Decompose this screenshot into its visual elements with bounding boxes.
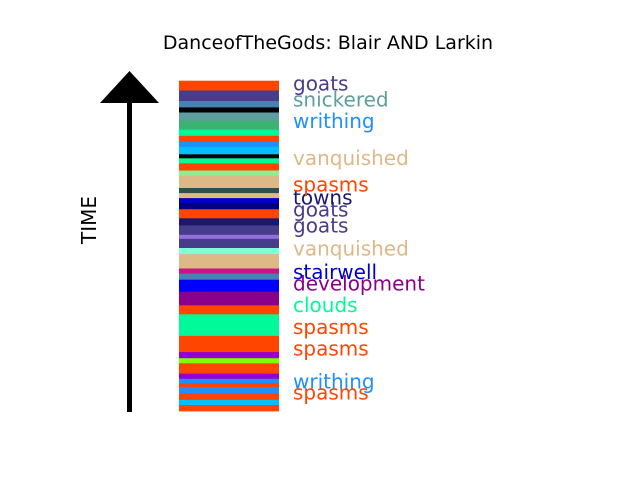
stripe-7	[179, 362, 279, 374]
stripe-0	[179, 404, 279, 412]
stripe-3	[179, 386, 279, 394]
stripe-12	[179, 304, 279, 315]
annotation-13: writhing	[293, 109, 375, 133]
time-arrow-head	[100, 71, 159, 103]
stripe-42	[179, 80, 279, 91]
annotation-8: goats	[293, 213, 348, 237]
stripe-22	[179, 217, 279, 226]
annotation-0: spasms	[293, 381, 369, 405]
stripe-8	[179, 357, 279, 364]
stripe-29	[179, 170, 279, 176]
stripe-9	[179, 351, 279, 359]
stripe-1	[179, 399, 279, 405]
stripe-column	[179, 80, 279, 412]
stripe-10	[179, 335, 279, 353]
stripe-34	[179, 141, 279, 147]
stripe-32	[179, 153, 279, 159]
stripe-28	[179, 175, 279, 188]
annotation-5: development	[293, 272, 425, 296]
stripe-21	[179, 225, 279, 235]
stripe-27	[179, 187, 279, 194]
annotation-6: stairwell	[293, 260, 377, 284]
stripe-25	[179, 197, 279, 204]
stripe-18	[179, 247, 279, 255]
stripe-2	[179, 393, 279, 400]
stripe-36	[179, 129, 279, 136]
stripe-4	[179, 382, 279, 388]
stripe-6	[179, 373, 279, 379]
stripe-20	[179, 234, 279, 239]
stripe-19	[179, 238, 279, 248]
stripe-39	[179, 107, 279, 113]
annotation-1: writhing	[293, 370, 375, 394]
stripe-5	[179, 378, 279, 384]
stripe-24	[179, 202, 279, 210]
stripe-11	[179, 313, 279, 336]
time-axis-label: TIME	[77, 196, 101, 245]
annotation-11: spasms	[293, 173, 369, 197]
annotation-10: towns	[293, 186, 353, 210]
stripe-14	[179, 279, 279, 292]
stripe-41	[179, 90, 279, 101]
annotation-4: clouds	[293, 293, 358, 317]
stripe-35	[179, 135, 279, 142]
stripe-37	[179, 120, 279, 130]
annotation-7: vanquished	[293, 237, 409, 261]
stripe-38	[179, 112, 279, 121]
annotation-3: spasms	[293, 315, 369, 339]
stripe-33	[179, 146, 279, 155]
stripe-23	[179, 208, 279, 219]
stripe-40	[179, 100, 279, 108]
stripe-30	[179, 163, 279, 171]
stripe-17	[179, 253, 279, 269]
annotation-14: snickered	[293, 87, 389, 111]
stripe-26	[179, 192, 279, 199]
stripe-31	[179, 157, 279, 164]
stripe-15	[179, 273, 279, 280]
annotation-labels: spasmswrithingspasmsspasmscloudsdevelopm…	[293, 71, 425, 404]
annotation-9: goats	[293, 198, 348, 222]
annotation-2: spasms	[293, 337, 369, 361]
annotation-12: vanquished	[293, 146, 409, 170]
stripe-13	[179, 291, 279, 306]
stripe-16	[179, 268, 279, 274]
chart-title: DanceofTheGods: Blair AND Larkin	[163, 32, 493, 54]
annotation-15: goats	[293, 71, 348, 95]
